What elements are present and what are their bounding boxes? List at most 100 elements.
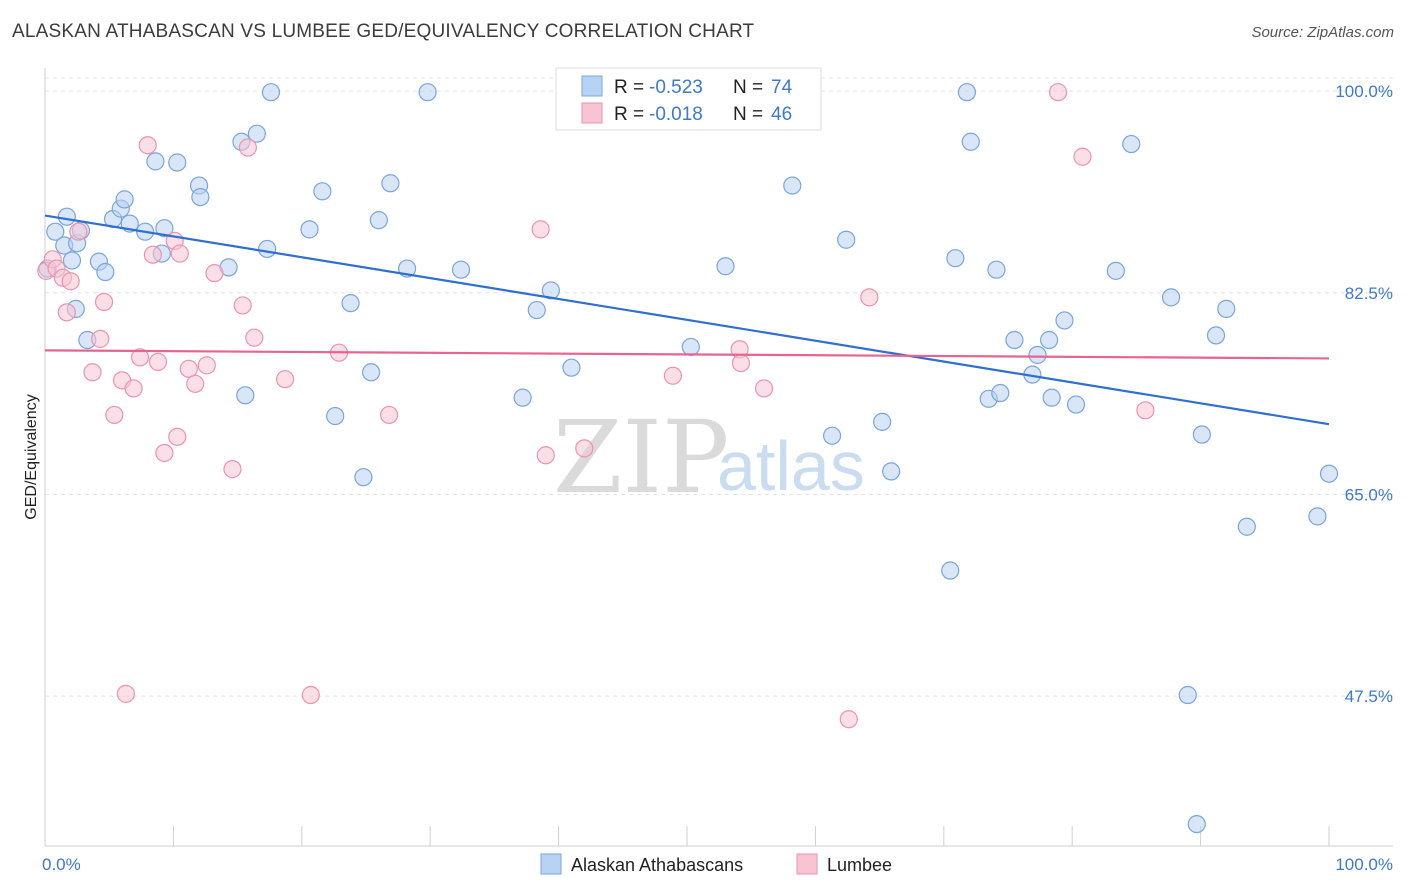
athabascan-point xyxy=(1106,261,1125,280)
athabascan-point xyxy=(1042,388,1061,407)
data-points xyxy=(37,83,1339,834)
lumbee-point xyxy=(839,710,858,729)
watermark-atlas: atlas xyxy=(717,427,865,505)
athabascan-point xyxy=(191,187,210,207)
legend-n-value-athabascan: 74 xyxy=(771,77,793,98)
lumbee-point xyxy=(1136,401,1155,420)
athabascan-point xyxy=(527,300,546,320)
athabascan-point xyxy=(115,190,134,209)
legend-swatch-lumbee xyxy=(581,102,603,124)
athabascan-point xyxy=(946,249,965,268)
athabascan-point xyxy=(168,153,187,172)
athabascan-point xyxy=(1217,299,1236,318)
athabascan-point xyxy=(1055,311,1074,330)
lumbee-point xyxy=(233,296,252,315)
chart-title: ALASKAN ATHABASCAN VS LUMBEE GED/EQUIVAL… xyxy=(12,21,755,42)
legend-swatch-athabascan xyxy=(581,75,603,97)
athabascan-point xyxy=(991,383,1010,403)
athabascan-point xyxy=(1237,517,1256,536)
athabascan-point xyxy=(247,124,266,143)
lumbee-point xyxy=(105,405,124,425)
x-axis-ticks xyxy=(44,826,1330,846)
lumbee-point xyxy=(91,329,110,348)
athabascan-point xyxy=(716,257,735,276)
athabascan-point xyxy=(236,386,255,405)
y-axis-tick-labels: 47.5% 65.0% 82.5% 100.0% xyxy=(1335,82,1393,706)
lumbee-point xyxy=(731,353,751,373)
series-legend: Alaskan Athabascans Lumbee xyxy=(540,853,892,875)
axes xyxy=(44,68,1393,847)
series-legend-swatch-athabascan xyxy=(540,853,562,875)
legend-r-value-athabascan: -0.523 xyxy=(649,77,703,98)
athabascan-point xyxy=(258,239,277,259)
lumbee-trend-line xyxy=(44,349,1330,360)
legend-r-value-lumbee: -0.018 xyxy=(649,104,703,125)
x-tick-label-min: 0.0% xyxy=(42,855,81,874)
athabascan-point xyxy=(822,426,842,445)
lumbee-point xyxy=(61,272,80,291)
lumbee-point xyxy=(276,370,295,389)
lumbee-point xyxy=(179,359,198,378)
athabascan-point xyxy=(1192,425,1211,444)
athabascan-point xyxy=(562,358,581,377)
athabascan-point xyxy=(381,174,400,193)
athabascan-point xyxy=(957,83,977,102)
athabascan-point xyxy=(418,83,437,102)
stats-legend: R = -0.523 N = 74 R = -0.018 N = 46 xyxy=(555,67,822,131)
legend-r-label-athabascan: R = xyxy=(614,77,644,98)
lumbee-point xyxy=(69,222,88,241)
series-legend-label-lumbee: Lumbee xyxy=(827,855,892,875)
lumbee-point xyxy=(170,244,189,263)
lumbee-point xyxy=(754,379,774,398)
athabascan-point xyxy=(261,83,281,102)
lumbee-point xyxy=(143,245,162,264)
athabascan-point xyxy=(961,132,980,151)
lumbee-point xyxy=(155,443,174,463)
athabascan-point xyxy=(326,406,345,426)
athabascan-point xyxy=(1161,288,1181,307)
athabascan-point xyxy=(941,561,960,580)
athabascan-point xyxy=(369,211,388,230)
legend-r-label-lumbee: R = xyxy=(614,104,644,125)
lumbee-point xyxy=(186,374,205,393)
athabascan-point xyxy=(837,230,856,249)
athabascan-point xyxy=(362,363,381,382)
athabascan-point xyxy=(1005,330,1024,350)
athabascan-point xyxy=(1187,815,1206,834)
athabascan-point xyxy=(783,176,802,195)
watermark: ZIP atlas xyxy=(553,399,865,516)
series-legend-label-athabascan: Alaskan Athabascans xyxy=(571,855,743,875)
athabascan-point xyxy=(1028,345,1047,365)
lumbee-point xyxy=(1048,83,1068,102)
athabascan-point xyxy=(62,251,82,270)
athabascan-point xyxy=(1066,395,1086,414)
y-tick-label: 65.0% xyxy=(1345,485,1393,504)
y-axis-title: GED/Equivalency xyxy=(23,394,40,519)
athabascan-point xyxy=(882,462,901,481)
athabascan-point xyxy=(681,337,700,357)
lumbee-point xyxy=(223,460,242,479)
lumbee-point xyxy=(380,405,399,425)
athabascan-trend-line xyxy=(44,214,1330,426)
athabascan-point xyxy=(451,260,471,279)
x-tick-label-max: 100.0% xyxy=(1335,855,1393,874)
chart-source: Source: ZipAtlas.com xyxy=(1251,24,1394,41)
athabascan-point xyxy=(96,262,115,282)
lumbee-point xyxy=(138,136,157,155)
lumbee-point xyxy=(663,366,682,385)
lumbee-point xyxy=(238,138,257,157)
y-tick-label: 82.5% xyxy=(1345,284,1393,303)
lumbee-point xyxy=(124,379,143,398)
legend-n-label-athabascan: N = xyxy=(733,77,763,98)
series-legend-swatch-lumbee xyxy=(796,853,818,875)
lumbee-point xyxy=(531,220,550,239)
athabascan-point xyxy=(873,412,892,431)
athabascan-point xyxy=(341,294,360,313)
athabascan-point xyxy=(1206,326,1226,345)
athabascan-point xyxy=(146,152,165,171)
lumbee-point xyxy=(301,685,320,705)
athabascan-point xyxy=(1122,134,1141,154)
athabascan-point xyxy=(354,468,373,487)
legend-n-label-lumbee: N = xyxy=(733,104,763,125)
y-tick-label: 100.0% xyxy=(1335,82,1393,101)
